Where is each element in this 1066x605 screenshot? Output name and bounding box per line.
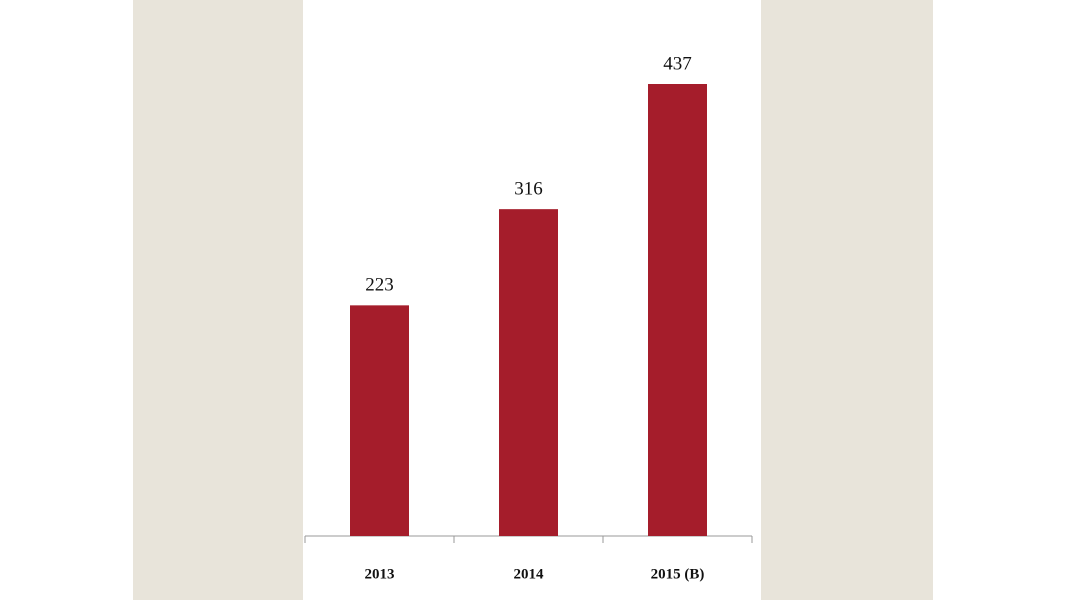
- value-label: 437: [663, 53, 692, 74]
- x-tick-label: 2015 (B): [651, 566, 705, 582]
- x-tick-label: 2014: [514, 566, 545, 582]
- bar: [350, 305, 409, 536]
- value-label: 223: [365, 275, 394, 296]
- x-tick-label: 2013: [365, 566, 395, 582]
- bar: [648, 84, 707, 536]
- side-panel: [761, 0, 933, 600]
- value-label: 316: [514, 179, 543, 200]
- side-panel: [133, 0, 303, 600]
- bar: [499, 209, 558, 536]
